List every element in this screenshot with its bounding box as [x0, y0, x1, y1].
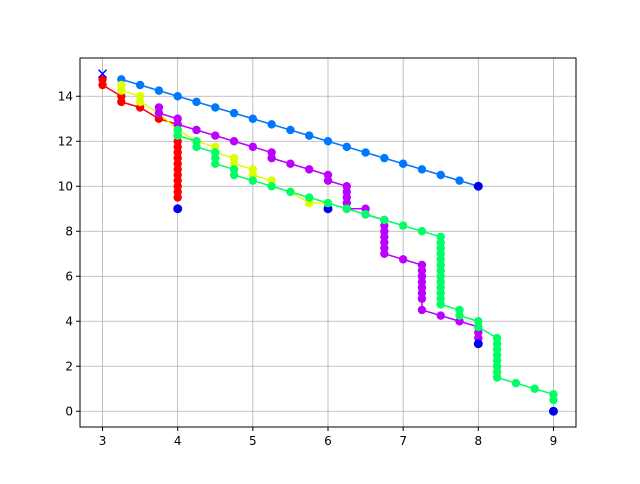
data-point: [117, 97, 126, 107]
data-point: [192, 125, 201, 135]
data-point: [229, 137, 239, 146]
end-point: [548, 406, 558, 416]
y-tick-label: 2: [65, 359, 73, 373]
x-tick-label: 8: [474, 434, 482, 448]
data-point: [211, 131, 220, 140]
data-point: [154, 108, 164, 118]
data-point: [173, 131, 182, 140]
data-point: [380, 249, 389, 258]
data-point: [173, 92, 182, 101]
data-point: [398, 255, 408, 264]
series-3: [154, 103, 483, 349]
data-point: [380, 153, 389, 163]
data-point: [211, 103, 220, 112]
data-point: [398, 159, 408, 168]
y-tick-label: 4: [65, 314, 73, 328]
data-point: [305, 131, 314, 140]
data-point: [380, 215, 389, 225]
data-point: [323, 176, 333, 185]
y-tick-label: 0: [65, 404, 73, 418]
data-point: [436, 170, 445, 180]
start-marker: [98, 69, 108, 79]
data-point: [267, 120, 276, 129]
data-point: [361, 148, 370, 157]
data-point: [211, 159, 220, 168]
data-point: [511, 378, 521, 388]
end-point: [473, 181, 483, 191]
data-point: [154, 86, 164, 95]
end-point: [173, 204, 183, 214]
data-point: [417, 227, 427, 236]
data-point: [286, 159, 295, 168]
data-point: [248, 176, 258, 185]
data-point: [455, 311, 464, 320]
x-tick-label: 5: [249, 434, 257, 448]
data-point: [229, 170, 239, 180]
data-point: [417, 165, 427, 174]
data-point: [455, 176, 464, 185]
y-tick-label: 12: [58, 134, 73, 148]
data-point: [135, 97, 145, 107]
data-point: [305, 165, 314, 174]
y-tick-label: 10: [58, 179, 73, 193]
data-point: [117, 86, 126, 95]
x-tick-label: 6: [324, 434, 332, 448]
y-tick-label: 14: [58, 89, 73, 103]
data-point: [267, 182, 276, 191]
x-tick-label: 9: [550, 434, 558, 448]
data-point: [436, 311, 445, 320]
data-point: [530, 384, 539, 393]
data-point: [436, 300, 445, 309]
data-point: [492, 373, 502, 382]
series-1: [98, 75, 183, 214]
data-point: [248, 114, 258, 123]
data-point: [173, 193, 182, 202]
data-point: [323, 137, 333, 146]
data-point: [98, 80, 107, 90]
data-point: [192, 97, 201, 107]
data-point: [286, 187, 295, 197]
data-point: [135, 80, 145, 90]
data-point: [192, 142, 201, 152]
data-point: [267, 153, 276, 163]
y-tick-label: 6: [65, 269, 73, 283]
data-point: [549, 395, 558, 405]
axes: 3 4 5 6 7 8 9 0 2 4 6 8 10 12 14: [58, 57, 577, 448]
data-point: [305, 193, 314, 202]
data-point: [361, 210, 370, 219]
series-group: [98, 69, 558, 416]
data-point: [417, 294, 427, 303]
data-point: [323, 198, 333, 208]
data-point: [229, 108, 239, 118]
data-point: [286, 125, 295, 135]
data-point: [398, 221, 408, 230]
data-point: [342, 204, 351, 213]
series-4: [173, 125, 558, 416]
data-point: [248, 142, 258, 152]
x-tick-label: 4: [174, 434, 182, 448]
data-point: [417, 305, 427, 315]
y-tick-label: 8: [65, 224, 73, 238]
start-marker-stroke: [98, 69, 108, 79]
x-tick-label: 3: [99, 434, 107, 448]
data-point: [342, 142, 351, 152]
end-point: [473, 339, 483, 349]
x-tick-label: 7: [399, 434, 407, 448]
data-point: [474, 322, 483, 332]
